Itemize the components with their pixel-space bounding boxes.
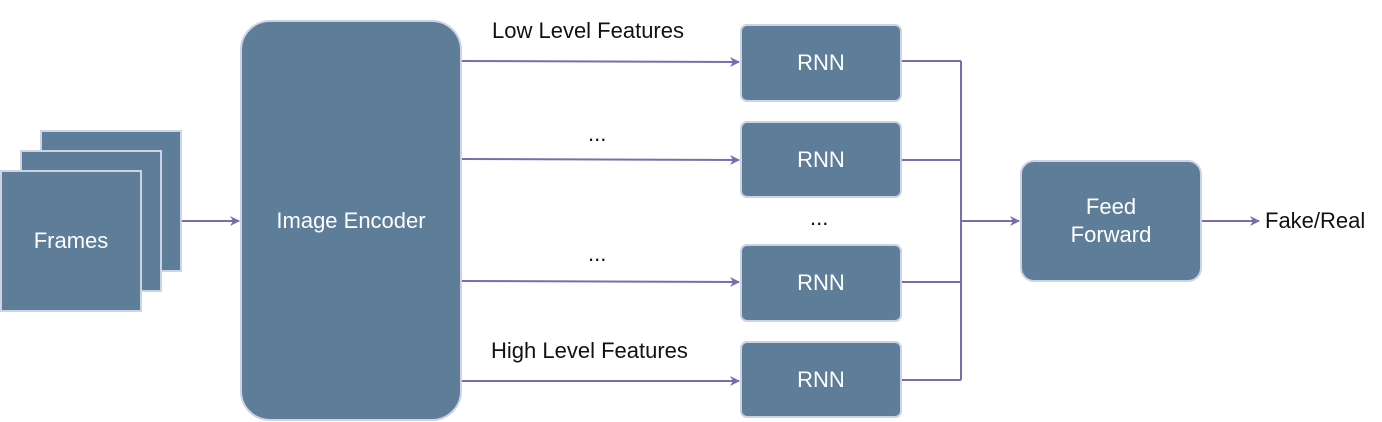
high-level-features-label: High Level Features — [491, 338, 688, 363]
feed-forward-box: Feed Forward — [1020, 160, 1202, 282]
rnn-box-3: RNN — [740, 244, 902, 322]
rnn-label-4: RNN — [797, 366, 845, 392]
image-encoder-box: Image Encoder — [240, 20, 462, 421]
frames-box: Frames — [0, 170, 142, 312]
output-label: Fake/Real — [1265, 208, 1366, 233]
arrow-low-features — [460, 56, 740, 67]
rnn-box-4: RNN — [740, 341, 902, 418]
rnn-box-1: RNN — [740, 24, 902, 102]
rnn-label-2: RNN — [797, 146, 845, 172]
low-level-features-label: Low Level Features — [492, 18, 684, 43]
feed-forward-label: Feed Forward — [1070, 194, 1152, 247]
rnn-box-2: RNN — [740, 121, 902, 198]
frames-label: Frames — [33, 228, 109, 253]
ellipsis-label-1: ... — [588, 121, 607, 146]
arrow-mid-features-2 — [460, 276, 740, 287]
ellipsis-between-rnn: ... — [810, 205, 829, 230]
rnn-label-1: RNN — [797, 50, 845, 75]
ellipsis-label-2: ... — [588, 241, 607, 266]
rnn-label-3: RNN — [797, 270, 845, 295]
arrow-mid-features-1 — [460, 154, 740, 165]
image-encoder-label: Image Encoder — [276, 207, 426, 233]
